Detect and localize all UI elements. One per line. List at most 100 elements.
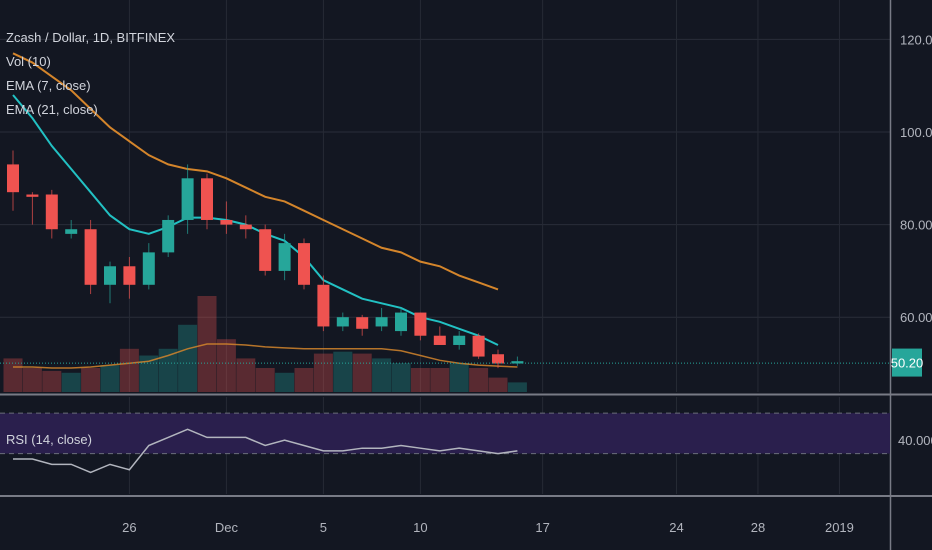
volume-bar <box>275 372 295 392</box>
volume-bar <box>158 348 178 392</box>
candle-body <box>453 335 466 345</box>
volume-bar <box>119 348 139 392</box>
volume-bar <box>294 368 314 392</box>
legend-volume[interactable]: Vol (10) <box>6 54 51 69</box>
candle-body <box>220 219 233 225</box>
candle <box>298 238 310 290</box>
volume-bar <box>469 368 489 392</box>
candle <box>492 349 504 369</box>
candle <box>356 314 369 336</box>
candle-body <box>278 243 291 271</box>
volume-bar <box>488 377 508 392</box>
candle-body <box>433 335 446 345</box>
rsi-line <box>13 428 518 474</box>
time-tick-label: Dec <box>215 520 239 535</box>
volume-bar <box>61 372 81 392</box>
candle-body <box>7 164 19 193</box>
candle <box>472 333 485 359</box>
candle-body <box>26 194 39 197</box>
candle-body <box>162 219 175 253</box>
candle-body <box>336 317 349 327</box>
candle-body <box>472 335 485 357</box>
main-pane <box>0 0 890 392</box>
candle <box>84 219 97 295</box>
volume-bar <box>139 355 159 392</box>
volume-bar <box>410 368 430 392</box>
candle <box>7 150 19 211</box>
candle-body <box>395 312 407 332</box>
last-price-label: 50.20 <box>891 356 924 371</box>
candle <box>239 215 252 239</box>
volume-bar <box>352 353 372 392</box>
legend-rsi[interactable]: RSI (14, close) <box>6 432 92 447</box>
candle-body <box>511 361 524 364</box>
candle-body <box>298 243 310 285</box>
candle-body <box>45 194 58 230</box>
time-tick-label: 5 <box>320 520 327 535</box>
volume-bar <box>255 368 275 392</box>
candle <box>142 243 155 290</box>
time-tick-label: 2019 <box>825 520 854 535</box>
volume-bar <box>507 382 527 392</box>
ema21-line <box>12 52 499 291</box>
volume-bar <box>430 368 450 392</box>
candle <box>65 219 78 239</box>
candle-body <box>201 178 213 220</box>
candle <box>453 331 466 350</box>
candle <box>201 173 213 230</box>
volume-bar <box>333 351 353 392</box>
volume-bar <box>391 363 411 392</box>
volume-bar <box>372 358 392 392</box>
rsi-tick-label: 40.0000 <box>898 433 932 448</box>
rsi-band <box>0 413 890 454</box>
time-tick-label: 10 <box>413 520 427 535</box>
volume-bar <box>22 368 42 392</box>
time-tick-label: 26 <box>122 520 136 535</box>
candle-body <box>65 229 78 234</box>
legend-ema7[interactable]: EMA (7, close) <box>6 78 91 93</box>
volume-bar <box>178 324 198 392</box>
volume-ma-line <box>13 343 518 369</box>
candle-body <box>104 266 116 285</box>
candle <box>162 215 175 258</box>
time-tick-label: 17 <box>535 520 549 535</box>
candle-body <box>123 266 136 285</box>
candle-body <box>181 178 194 220</box>
last-price-tag <box>892 348 922 377</box>
candle-body <box>84 229 97 285</box>
candle-body <box>317 284 330 327</box>
candle <box>433 326 446 345</box>
volume-bar <box>449 363 469 392</box>
candle <box>414 312 427 341</box>
candle-body <box>259 229 272 271</box>
time-tick-label: 28 <box>751 520 765 535</box>
candle <box>104 261 116 304</box>
volume-bar <box>42 370 62 392</box>
candle <box>336 312 349 332</box>
candle-body <box>414 312 427 336</box>
candle <box>395 307 407 336</box>
price-tick-label: 100.00 <box>900 125 932 140</box>
volume-bar <box>236 358 256 392</box>
volume-bar <box>100 365 120 392</box>
candle <box>375 307 388 332</box>
candle <box>278 233 291 281</box>
candle-body <box>356 317 369 329</box>
candle-body <box>492 354 504 364</box>
candle <box>220 201 233 234</box>
volume-bar <box>81 368 101 392</box>
volume-bar <box>216 339 236 392</box>
candle <box>181 164 194 234</box>
candle <box>26 192 39 225</box>
legend-symbol[interactable]: Zcash / Dollar, 1D, BITFINEX <box>6 30 176 45</box>
candle-body <box>142 252 155 285</box>
price-tick-label: 120.00 <box>900 32 932 47</box>
candle <box>45 189 58 239</box>
candle <box>511 356 524 366</box>
candle-body <box>239 224 252 230</box>
volume-bar <box>313 353 333 392</box>
legend-ema21[interactable]: EMA (21, close) <box>6 102 98 117</box>
time-tick-label: 24 <box>669 520 683 535</box>
